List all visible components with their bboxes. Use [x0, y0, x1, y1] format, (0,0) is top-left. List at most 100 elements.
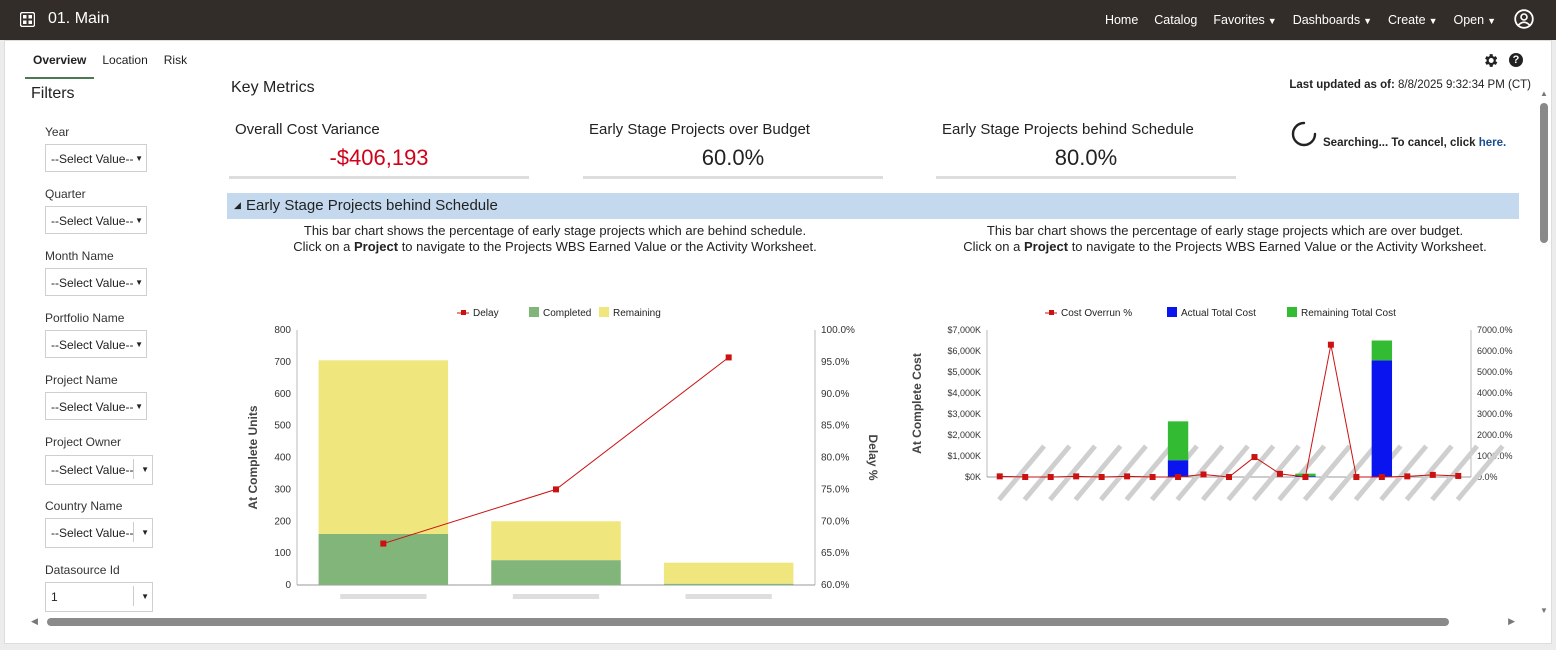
desc-bold: Project [1023, 239, 1069, 254]
filter-country-select[interactable]: --Select Value-- ▼ [45, 518, 153, 548]
y-tick-label: $4,000K [947, 388, 981, 398]
key-metrics-title: Key Metrics [231, 79, 315, 96]
legend-swatch [1287, 307, 1297, 317]
cancel-search-link[interactable]: here. [1478, 137, 1507, 149]
app-grid-icon[interactable] [20, 12, 35, 27]
y-tick-label: 600 [274, 389, 291, 400]
filter-portfolio-select[interactable]: --Select Value-- ▼ [45, 330, 147, 358]
desc-pre: Click on a [963, 239, 1021, 254]
metric-value: 60.0% [701, 145, 765, 170]
schedule-chart: 0 100 200 300 400 500 600 700 800 60.0% 65.0% 70.0%… [246, 307, 880, 599]
tab-risk[interactable]: Risk [163, 53, 188, 67]
y-tick-label: $0K [965, 472, 981, 482]
x-tick-label [1302, 444, 1352, 502]
legend-label: Actual Total Cost [1181, 308, 1256, 319]
section-header[interactable]: ◢ Early Stage Projects behind Schedule [227, 193, 1519, 219]
nav-home[interactable]: Home [1104, 13, 1139, 27]
metric-cost-variance[interactable]: Overall Cost Variance -$406,193 [229, 121, 529, 179]
gear-icon[interactable] [1482, 52, 1499, 69]
chevron-down-icon: ▼ [1487, 16, 1496, 26]
divider [133, 586, 134, 606]
x-tick-label [685, 594, 772, 599]
metric-over-budget[interactable]: Early Stage Projects over Budget 60.0% [583, 121, 883, 179]
filter-label-portfolio: Portfolio Name [45, 311, 125, 325]
y2-tick-label: 75.0% [821, 484, 849, 495]
user-avatar-icon[interactable] [1514, 9, 1534, 29]
y2-axis-title: Delay % [866, 434, 880, 480]
line-point [1378, 474, 1385, 480]
line-point [1302, 474, 1309, 480]
x-tick-label [1073, 444, 1123, 502]
x-tick-label [1226, 444, 1276, 502]
bar-segment [1167, 460, 1189, 477]
bar-segment [663, 562, 794, 584]
scroll-left-arrow-icon[interactable]: ◀ [31, 616, 38, 626]
y2-tick-label: 6000.0% [1477, 346, 1513, 356]
filter-value: --Select Value-- [51, 400, 134, 414]
filter-datasource-select[interactable]: 1 ▼ [45, 582, 153, 612]
y2-tick-label: 0.0% [1477, 472, 1498, 482]
desc-line1: This bar chart shows the percentage of e… [303, 223, 807, 238]
x-tick-label [1099, 444, 1148, 502]
scroll-down-arrow-icon[interactable]: ▼ [1540, 606, 1548, 615]
x-tick-label [340, 594, 427, 599]
filter-quarter-select[interactable]: --Select Value-- ▼ [45, 206, 147, 234]
line-point [1124, 473, 1131, 480]
y-tick-label: $3,000K [947, 409, 981, 419]
line-point [996, 473, 1003, 480]
y2-tick-label: 85.0% [821, 421, 849, 432]
filter-label-project-name: Project Name [45, 373, 118, 387]
nav-favorites[interactable]: Favorites ▼ [1213, 13, 1276, 27]
filter-year-select[interactable]: --Select Value-- ▼ [45, 144, 147, 172]
filter-label-year: Year [45, 125, 70, 139]
dashboard-tabs: Overview Location Risk [25, 53, 195, 79]
scroll-up-arrow-icon[interactable]: ▲ [1540, 89, 1548, 98]
filters-title: Filters [31, 85, 75, 102]
y-tick-label: 300 [274, 484, 291, 495]
metric-label: Overall Cost Variance [235, 121, 380, 138]
x-tick-label [1379, 444, 1429, 502]
filter-label-country: Country Name [45, 499, 123, 513]
legend-swatch [599, 307, 609, 317]
desc-line2: Click on a Project to navigate to the Pr… [245, 239, 865, 255]
nav-catalog[interactable]: Catalog [1154, 13, 1198, 27]
nav-open[interactable]: Open ▼ [1453, 13, 1496, 27]
tab-location[interactable]: Location [102, 53, 148, 67]
y-axis-title: At Complete Cost [910, 353, 924, 454]
chevron-down-icon: ▼ [141, 465, 149, 474]
y2-tick-label: 5000.0% [1477, 367, 1513, 377]
y2-tick-label: 95.0% [821, 357, 849, 368]
y-tick-label: $2,000K [947, 430, 981, 440]
filter-project-owner-select[interactable]: --Select Value-- ▼ [45, 455, 153, 485]
tab-overview[interactable]: Overview [25, 53, 95, 79]
y-tick-label: 700 [274, 357, 291, 368]
chevron-down-icon: ▼ [1267, 16, 1277, 26]
y2-tick-label: 70.0% [821, 516, 849, 527]
filter-month-select[interactable]: --Select Value-- ▼ [45, 268, 147, 296]
scrollbar-thumb[interactable] [47, 618, 1449, 626]
line-point [1429, 471, 1436, 478]
x-tick-label [1022, 444, 1072, 502]
main-nav: Home Catalog Favorites ▼ Dashboards ▼ Crea… [1089, 0, 1496, 40]
scrollbar-thumb[interactable] [1540, 103, 1548, 243]
desc-line2: Click on a Project to navigate to the Pr… [915, 239, 1535, 255]
vertical-scrollbar[interactable]: ▲ ▼ [1537, 85, 1551, 615]
y-tick-label: 400 [274, 453, 291, 464]
x-tick-label [1455, 444, 1505, 502]
collapse-triangle-icon[interactable]: ◢ [234, 200, 241, 210]
nav-create[interactable]: Create ▼ [1388, 13, 1437, 27]
filter-value: --Select Value-- [51, 463, 134, 477]
bar-segment [1371, 360, 1393, 477]
filter-label-quarter: Quarter [45, 187, 86, 201]
dashboard-panel: Overview Location Risk ? Filters Year --… [4, 40, 1552, 644]
filter-project-name-select[interactable]: --Select Value-- ▼ [45, 392, 147, 420]
line-point [1098, 474, 1105, 480]
scroll-right-arrow-icon[interactable]: ▶ [1508, 616, 1515, 626]
bar-segment [1167, 421, 1189, 461]
nav-dashboards[interactable]: Dashboards ▼ [1293, 13, 1372, 27]
y-tick-label: $7,000K [947, 325, 981, 335]
desc-post: to navigate to the Projects WBS Earned V… [401, 239, 817, 254]
horizontal-scrollbar[interactable]: ◀ ▶ [29, 615, 1517, 629]
help-icon[interactable]: ? [1509, 53, 1523, 67]
metric-behind-schedule[interactable]: Early Stage Projects behind Schedule 80.… [936, 121, 1236, 179]
